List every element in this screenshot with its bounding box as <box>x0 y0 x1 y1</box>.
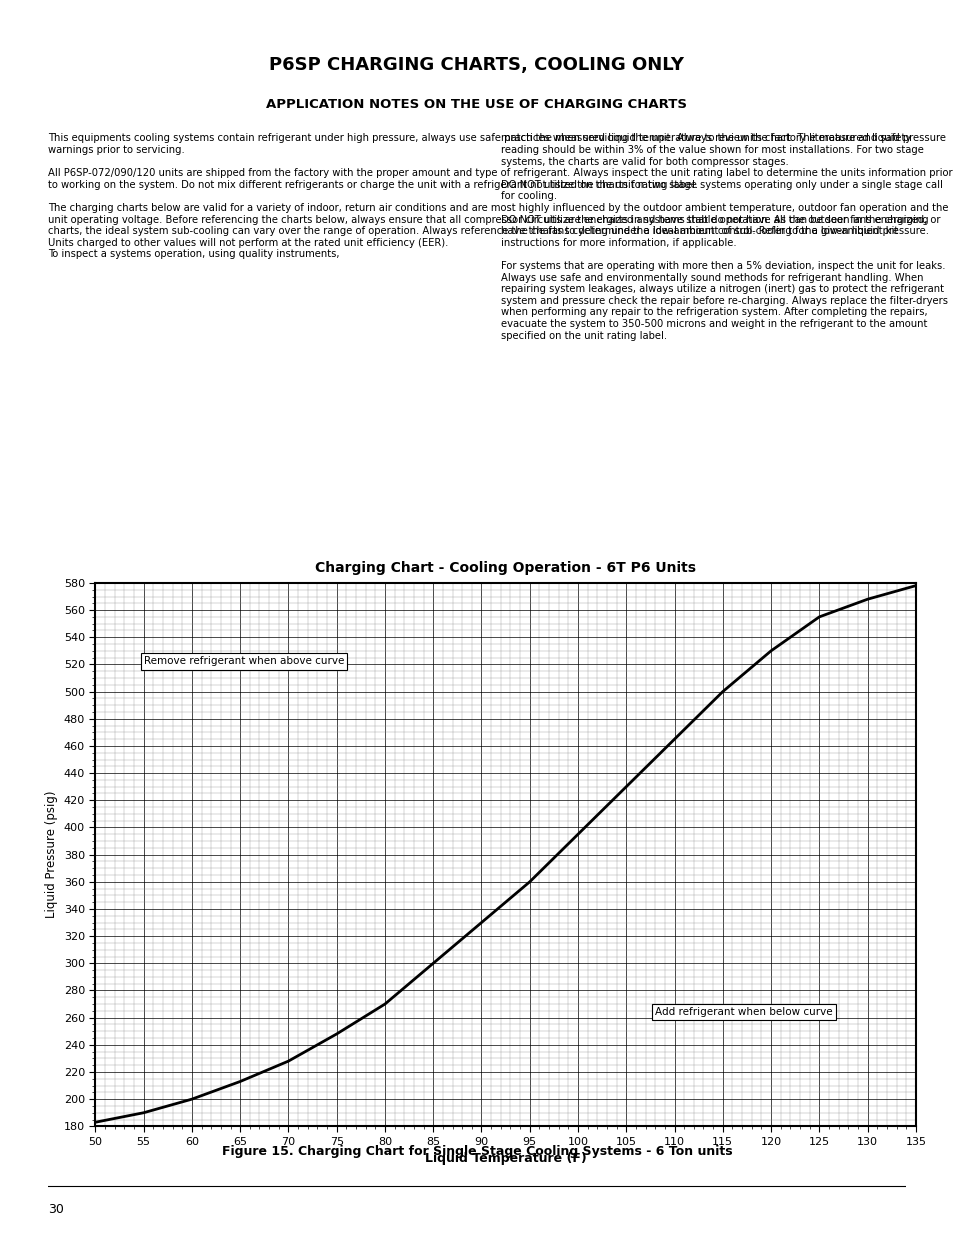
Text: 30: 30 <box>48 1203 64 1216</box>
Text: Figure 15. Charging Chart for Single Stage Cooling Systems - 6 Ton units: Figure 15. Charging Chart for Single Sta… <box>221 1145 732 1157</box>
X-axis label: Liquid Temperature (F): Liquid Temperature (F) <box>424 1152 586 1166</box>
Y-axis label: Liquid Pressure (psig): Liquid Pressure (psig) <box>45 790 58 919</box>
Text: P6SP CHARGING CHARTS, COOLING ONLY: P6SP CHARGING CHARTS, COOLING ONLY <box>269 57 684 74</box>
Text: APPLICATION NOTES ON THE USE OF CHARGING CHARTS: APPLICATION NOTES ON THE USE OF CHARGING… <box>266 99 687 111</box>
Title: Charging Chart - Cooling Operation - 6T P6 Units: Charging Chart - Cooling Operation - 6T … <box>314 561 696 574</box>
Text: Add refrigerant when below curve: Add refrigerant when below curve <box>655 1007 832 1016</box>
Text: Remove refrigerant when above curve: Remove refrigerant when above curve <box>144 657 344 667</box>
Text: This equipments cooling systems contain refrigerant under high pressure, always : This equipments cooling systems contain … <box>48 133 951 259</box>
Text: match the measured liquid temperature to the units chart. The measured liquid pr: match the measured liquid temperature to… <box>500 133 947 341</box>
